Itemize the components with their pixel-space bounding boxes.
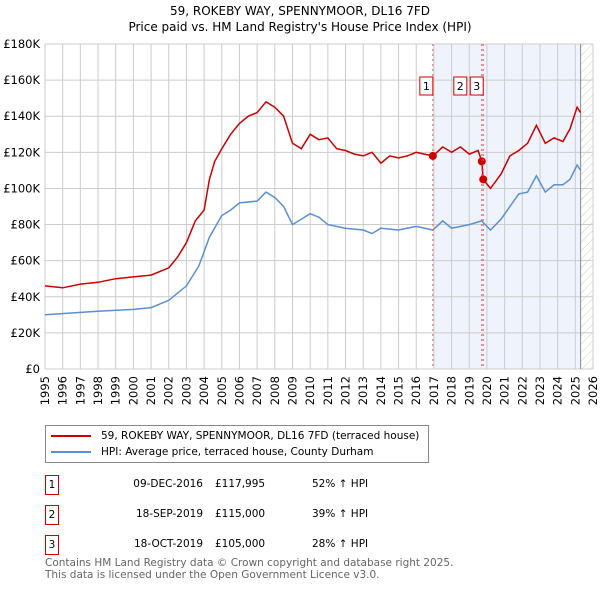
transaction-row: 3 18-OCT-2019 £105,000 28% ↑ HPI — [45, 535, 465, 555]
transaction-number: 1 — [45, 475, 59, 495]
x-tick-label: 2011 — [321, 376, 335, 405]
x-tick-label: 2022 — [515, 376, 529, 405]
sale-label-box — [469, 76, 484, 96]
legend-item-property: 59, ROKEBY WAY, SPENNYMOOR, DL16 7FD (te… — [51, 428, 419, 444]
x-tick-label: 1998 — [91, 376, 105, 405]
x-tick-label: 2005 — [215, 376, 229, 405]
x-tick-label: 2015 — [392, 376, 406, 405]
hpi-line — [44, 163, 582, 316]
x-tick-label: 2003 — [179, 376, 193, 405]
legend-swatch-blue — [51, 451, 91, 453]
y-tick-label: £140K — [3, 109, 40, 123]
x-tick-label: 2009 — [285, 376, 299, 405]
x-tick-label: 2020 — [480, 376, 494, 405]
transaction-price: £115,000 — [215, 508, 266, 520]
y-tick-label: £120K — [3, 145, 40, 159]
x-tick-label: 1997 — [73, 376, 87, 405]
x-tick-label: 2014 — [374, 376, 388, 405]
transaction-price: £105,000 — [215, 538, 266, 550]
legend-swatch-red — [51, 435, 91, 437]
chart-title: 59, ROKEBY WAY, SPENNYMOOR, DL16 7FD — [169, 4, 430, 18]
sale-label-box — [453, 76, 468, 96]
footer: Contains HM Land Registry data © Crown c… — [45, 557, 453, 581]
highlight-region — [432, 44, 581, 369]
y-tick-label: £40K — [11, 290, 41, 304]
transaction-row: 2 18-SEP-2019 £115,000 39% ↑ HPI — [45, 505, 465, 525]
x-tick-label: 2002 — [162, 376, 176, 405]
y-tick-label: £0 — [25, 362, 40, 376]
legend-label: 59, ROKEBY WAY, SPENNYMOOR, DL16 7FD (te… — [101, 430, 420, 442]
x-tick-label: 2007 — [250, 376, 264, 405]
forecast-hatch — [580, 44, 593, 369]
sale-label-box — [419, 76, 434, 96]
footer-line: Contains HM Land Registry data © Crown c… — [45, 557, 454, 569]
x-tick-label: 2000 — [126, 376, 140, 405]
y-tick-label: £80K — [11, 218, 41, 232]
transaction-number: 2 — [45, 505, 59, 525]
x-tick-label: 2024 — [551, 376, 565, 405]
x-tick-label: 2021 — [498, 376, 512, 405]
x-tick-label: 1996 — [56, 376, 70, 405]
x-tick-label: 2023 — [533, 376, 547, 405]
legend: 59, ROKEBY WAY, SPENNYMOOR, DL16 7FD (te… — [45, 425, 429, 463]
x-tick-label: 2013 — [356, 376, 370, 405]
x-tick-label: 2006 — [232, 376, 246, 405]
sale-label-text: 1 — [423, 80, 430, 93]
y-tick-label: £180K — [3, 37, 40, 51]
x-tick-label: 2010 — [303, 376, 317, 405]
x-tick-label: 2016 — [409, 376, 423, 405]
x-tick-label: 2008 — [268, 376, 282, 405]
x-tick-label: 2012 — [339, 376, 353, 405]
y-tick-label: £100K — [3, 181, 40, 195]
y-tick-label: £160K — [3, 73, 40, 87]
y-tick-label: £60K — [11, 254, 41, 268]
sale-point — [479, 175, 488, 184]
legend-label: HPI: Average price, terraced house, Coun… — [101, 446, 374, 458]
y-tick-label: £20K — [11, 326, 41, 340]
chart-subtitle: Price paid vs. HM Land Registry's House … — [128, 20, 472, 34]
x-tick-label: 1999 — [109, 376, 123, 405]
x-tick-label: 2019 — [462, 376, 476, 405]
legend-item-hpi: HPI: Average price, terraced house, Coun… — [51, 444, 373, 460]
transaction-hpi: 52% ↑ HPI — [312, 478, 369, 490]
x-tick-label: 2025 — [568, 376, 582, 405]
transaction-hpi: 39% ↑ HPI — [312, 508, 369, 520]
transaction-date: 18-OCT-2019 — [134, 538, 203, 550]
sale-label-text: 2 — [457, 80, 464, 93]
chart: 1 2 3 £0 £20K £40K £60K £80K £100K £120K £140K £160… — [3, 37, 600, 405]
x-tick-label: 2026 — [586, 376, 600, 405]
transaction-date: 09-DEC-2016 — [133, 478, 203, 490]
x-tick-label: 2018 — [445, 376, 459, 405]
x-tick-label: 2001 — [144, 376, 158, 405]
sale-point — [428, 151, 437, 160]
transaction-price: £117,995 — [215, 478, 266, 490]
transaction-date: 18-SEP-2019 — [135, 508, 203, 520]
x-tick-label: 2004 — [197, 376, 211, 405]
transaction-row: 1 09-DEC-2016 £117,995 52% ↑ HPI — [45, 475, 465, 495]
x-tick-label: 2017 — [427, 376, 441, 405]
transaction-hpi: 28% ↑ HPI — [312, 538, 369, 550]
price-paid-line — [44, 100, 582, 289]
footer-line: This data is licensed under the Open Gov… — [45, 569, 380, 581]
transaction-number: 3 — [45, 535, 59, 555]
x-tick-label: 1995 — [38, 376, 52, 405]
sale-label-text: 3 — [473, 80, 480, 93]
sale-point — [477, 157, 486, 166]
